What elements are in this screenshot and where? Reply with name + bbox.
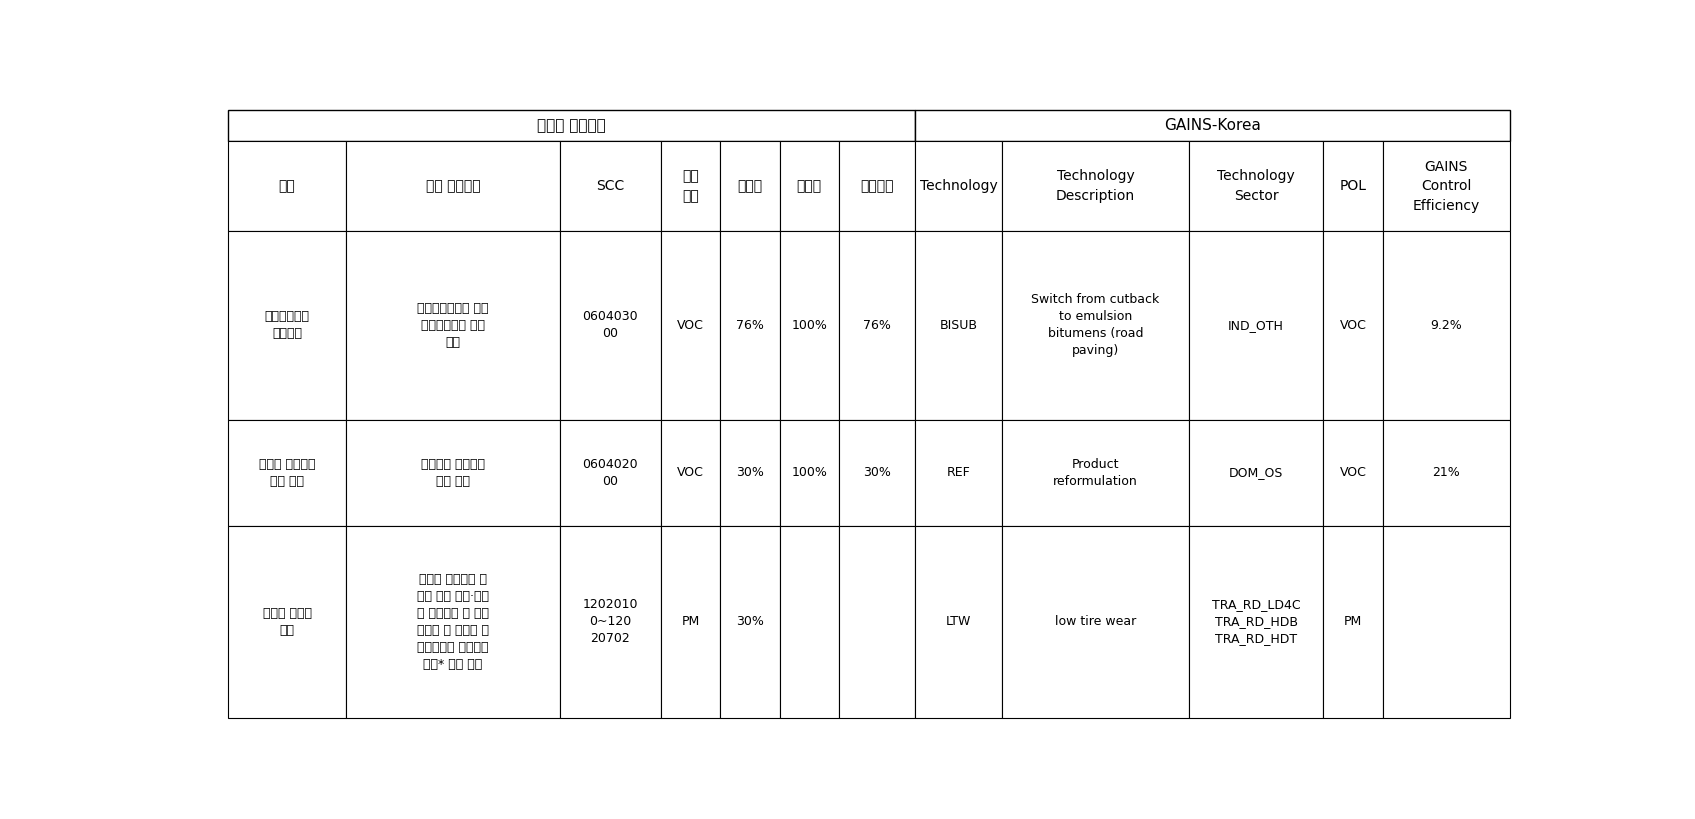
Bar bbox=[1383, 141, 1510, 231]
Text: 0604030
00: 0604030 00 bbox=[583, 310, 637, 341]
Bar bbox=[1383, 419, 1510, 526]
Bar bbox=[720, 231, 780, 419]
Text: GAINS
Control
Efficiency: GAINS Control Efficiency bbox=[1412, 160, 1480, 213]
Bar bbox=[346, 231, 559, 419]
Text: Product
reformulation: Product reformulation bbox=[1053, 458, 1137, 488]
Text: VOC: VOC bbox=[1339, 466, 1366, 479]
Text: 저마모 타이어
보급: 저마모 타이어 보급 bbox=[263, 607, 312, 637]
Bar bbox=[559, 141, 661, 231]
Bar bbox=[1002, 141, 1188, 231]
Text: LTW: LTW bbox=[946, 615, 971, 628]
Text: GAINS-Korea: GAINS-Korea bbox=[1164, 118, 1261, 133]
Bar bbox=[780, 231, 839, 419]
Bar bbox=[346, 419, 559, 526]
Text: 소비재의 유기용제
함량 규제: 소비재의 유기용제 함량 규제 bbox=[420, 458, 485, 488]
Text: VOC: VOC bbox=[1339, 319, 1366, 332]
Text: 정책 요약정보: 정책 요약정보 bbox=[425, 179, 480, 193]
Text: Switch from cutback
to emulsion
bitumens (road
paving): Switch from cutback to emulsion bitumens… bbox=[1031, 293, 1159, 357]
Bar bbox=[839, 526, 915, 717]
Bar bbox=[1188, 526, 1324, 717]
Text: 30%: 30% bbox=[736, 466, 764, 479]
Text: SCC: SCC bbox=[597, 179, 624, 193]
Text: 9.2%: 9.2% bbox=[1431, 319, 1463, 332]
Bar bbox=[661, 419, 720, 526]
Text: 삭감율: 삭감율 bbox=[737, 179, 763, 193]
Text: 유기용제함량이 높은
컷백아스팔트 사용
제한: 유기용제함량이 높은 컷백아스팔트 사용 제한 bbox=[417, 302, 488, 349]
Bar bbox=[1383, 231, 1510, 419]
Text: 보급율: 보급율 bbox=[797, 179, 822, 193]
Bar bbox=[915, 419, 1002, 526]
Bar bbox=[839, 419, 915, 526]
Text: 100%: 100% bbox=[792, 319, 827, 332]
Text: 0604020
00: 0604020 00 bbox=[583, 458, 637, 488]
Bar bbox=[720, 141, 780, 231]
Bar bbox=[559, 419, 661, 526]
Bar bbox=[839, 141, 915, 231]
Bar bbox=[1383, 526, 1510, 717]
Text: 소비재 유기용제
함량 제한: 소비재 유기용제 함량 제한 bbox=[259, 458, 315, 488]
Text: POL: POL bbox=[1339, 179, 1366, 193]
Text: 정책: 정책 bbox=[278, 179, 295, 193]
Text: 수도권 저감정책: 수도권 저감정책 bbox=[537, 118, 605, 133]
Text: 76%: 76% bbox=[736, 319, 764, 332]
Bar bbox=[1324, 231, 1383, 419]
Text: TRA_RD_LD4C
TRA_RD_HDB
TRA_RD_HDT: TRA_RD_LD4C TRA_RD_HDB TRA_RD_HDT bbox=[1212, 599, 1300, 645]
Bar bbox=[346, 526, 559, 717]
Bar bbox=[227, 141, 346, 231]
Text: 100%: 100% bbox=[792, 466, 827, 479]
Text: BISUB: BISUB bbox=[939, 319, 978, 332]
Bar bbox=[661, 526, 720, 717]
Bar bbox=[1324, 526, 1383, 717]
Text: 1202010
0~120
20702: 1202010 0~120 20702 bbox=[583, 599, 637, 645]
Bar bbox=[1324, 141, 1383, 231]
Bar bbox=[227, 110, 915, 141]
Bar bbox=[1188, 141, 1324, 231]
Bar bbox=[559, 526, 661, 717]
Bar bbox=[915, 526, 1002, 717]
Bar bbox=[227, 231, 346, 419]
Bar bbox=[780, 526, 839, 717]
Bar bbox=[1002, 419, 1188, 526]
Bar bbox=[915, 141, 1002, 231]
Text: DOM_OS: DOM_OS bbox=[1229, 466, 1283, 479]
Text: low tire wear: low tire wear bbox=[1054, 615, 1136, 628]
Text: Technology: Technology bbox=[920, 179, 997, 193]
Bar bbox=[720, 419, 780, 526]
Text: 자동차 제작사와 협
력을 통해 버스·택시
및 대형트럭 등 운행
거리가 긴 차종은 제
작단계에서 저마모타
이어* 장착 유도: 자동차 제작사와 협 력을 통해 버스·택시 및 대형트럭 등 운행 거리가 긴… bbox=[417, 572, 490, 671]
Bar bbox=[915, 110, 1510, 141]
Text: 21%: 21% bbox=[1432, 466, 1459, 479]
Text: IND_OTH: IND_OTH bbox=[1229, 319, 1283, 332]
Bar bbox=[346, 141, 559, 231]
Text: PM: PM bbox=[681, 615, 700, 628]
Text: PM: PM bbox=[1344, 615, 1363, 628]
Bar bbox=[1188, 419, 1324, 526]
Bar bbox=[1002, 231, 1188, 419]
Bar bbox=[1324, 419, 1383, 526]
Bar bbox=[720, 526, 780, 717]
Bar bbox=[1188, 231, 1324, 419]
Bar bbox=[227, 419, 346, 526]
Text: 컷백아스팔트
사용제한: 컷백아스팔트 사용제한 bbox=[264, 310, 310, 341]
Text: VOC: VOC bbox=[676, 466, 703, 479]
Bar bbox=[780, 141, 839, 231]
Text: 방지효율: 방지효율 bbox=[859, 179, 893, 193]
Bar bbox=[1002, 526, 1188, 717]
Bar bbox=[915, 231, 1002, 419]
Text: Technology
Description: Technology Description bbox=[1056, 170, 1136, 203]
Bar bbox=[661, 141, 720, 231]
Text: 30%: 30% bbox=[736, 615, 764, 628]
Text: 오염
물질: 오염 물질 bbox=[681, 170, 698, 203]
Bar bbox=[661, 231, 720, 419]
Text: 76%: 76% bbox=[863, 319, 890, 332]
Bar bbox=[227, 526, 346, 717]
Bar bbox=[559, 231, 661, 419]
Bar bbox=[780, 419, 839, 526]
Text: VOC: VOC bbox=[676, 319, 703, 332]
Text: Technology
Sector: Technology Sector bbox=[1217, 170, 1295, 203]
Bar bbox=[839, 231, 915, 419]
Text: REF: REF bbox=[946, 466, 970, 479]
Text: 30%: 30% bbox=[863, 466, 890, 479]
